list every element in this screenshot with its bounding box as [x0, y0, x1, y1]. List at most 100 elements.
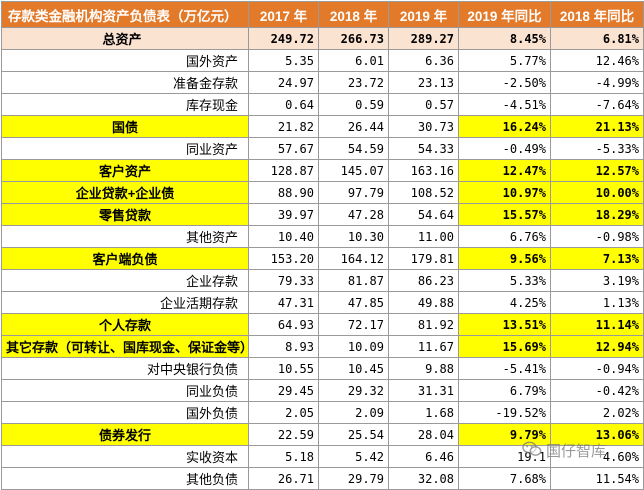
value-2017: 64.93: [248, 313, 319, 336]
value-2018: 10.09: [318, 335, 389, 358]
table-row: 实收资本 5.18 5.42 6.46 19.1 4.60%: [1, 445, 644, 468]
row-name: 其他资产: [1, 225, 249, 248]
value-2017: 8.93: [248, 335, 319, 358]
row-name: 其它存款（可转让、国库现金、保证金等）: [1, 335, 249, 358]
value-2019: 11.67: [388, 335, 459, 358]
row-name: 总资产: [1, 27, 249, 50]
table-row: 同业资产 57.67 54.59 54.33 -0.49% -5.33%: [1, 137, 644, 160]
value-2018: 2.09: [318, 401, 389, 424]
value-2017: 26.71: [248, 467, 319, 490]
value-2017: 29.45: [248, 379, 319, 402]
table-row: 库存现金 0.64 0.59 0.57 -4.51% -7.64%: [1, 93, 644, 116]
table-row: 准备金存款 24.97 23.72 23.13 -2.50% -4.99%: [1, 71, 644, 94]
yoy-2019: 7.68%: [458, 467, 551, 490]
table-row: 企业贷款+企业债 88.90 97.79 108.52 10.97% 10.00…: [1, 181, 644, 204]
value-2018: 164.12: [318, 247, 389, 270]
yoy-2018: 12.94%: [550, 335, 644, 358]
value-2019: 9.88: [388, 357, 459, 380]
value-2019: 23.13: [388, 71, 459, 94]
value-2019: 86.23: [388, 269, 459, 292]
row-name: 对中央银行负债: [1, 357, 249, 380]
row-name: 同业负债: [1, 379, 249, 402]
value-2019: 108.52: [388, 181, 459, 204]
value-2019: 30.73: [388, 115, 459, 138]
value-2018: 10.30: [318, 225, 389, 248]
yoy-2018: -0.98%: [550, 225, 644, 248]
header-2019: 2019 年: [388, 1, 459, 28]
yoy-2019: -5.41%: [458, 357, 551, 380]
yoy-2018: 7.13%: [550, 247, 644, 270]
yoy-2018: 6.81%: [550, 27, 644, 50]
row-name: 国外负债: [1, 401, 249, 424]
table-row: 对中央银行负债 10.55 10.45 9.88 -5.41% -0.94%: [1, 357, 644, 380]
table-row: 其他负债 26.71 29.79 32.08 7.68% 11.54%: [1, 467, 644, 490]
value-2019: 6.46: [388, 445, 459, 468]
value-2018: 23.72: [318, 71, 389, 94]
row-name: 同业资产: [1, 137, 249, 160]
value-2018: 266.73: [318, 27, 389, 50]
table-row: 总资产 249.72 266.73 289.27 8.45% 6.81%: [1, 27, 644, 50]
yoy-2019: 6.79%: [458, 379, 551, 402]
value-2017: 22.59: [248, 423, 319, 446]
header-2018: 2018 年: [318, 1, 389, 28]
row-name: 企业贷款+企业债: [1, 181, 249, 204]
value-2018: 97.79: [318, 181, 389, 204]
table-row: 其它存款（可转让、国库现金、保证金等） 8.93 10.09 11.67 15.…: [1, 335, 644, 358]
value-2019: 31.31: [388, 379, 459, 402]
value-2017: 10.40: [248, 225, 319, 248]
value-2018: 145.07: [318, 159, 389, 182]
value-2019: 6.36: [388, 49, 459, 72]
value-2019: 11.00: [388, 225, 459, 248]
value-2018: 10.45: [318, 357, 389, 380]
yoy-2018: 2.02%: [550, 401, 644, 424]
value-2017: 249.72: [248, 27, 319, 50]
value-2018: 6.01: [318, 49, 389, 72]
yoy-2018: 10.00%: [550, 181, 644, 204]
value-2018: 29.32: [318, 379, 389, 402]
value-2019: 289.27: [388, 27, 459, 50]
yoy-2018: 21.13%: [550, 115, 644, 138]
value-2017: 2.05: [248, 401, 319, 424]
table-row: 企业存款 79.33 81.87 86.23 5.33% 3.19%: [1, 269, 644, 292]
value-2018: 54.59: [318, 137, 389, 160]
header-name: 存款类金融机构资产负债表（万亿元）: [1, 1, 249, 28]
row-name: 国债: [1, 115, 249, 138]
yoy-2018: 13.06%: [550, 423, 644, 446]
header-yoy-2018: 2018 年同比: [550, 1, 644, 28]
yoy-2019: 13.51%: [458, 313, 551, 336]
row-name: 企业存款: [1, 269, 249, 292]
value-2018: 72.17: [318, 313, 389, 336]
value-2019: 81.92: [388, 313, 459, 336]
row-name: 库存现金: [1, 93, 249, 116]
yoy-2018: 18.29%: [550, 203, 644, 226]
value-2017: 88.90: [248, 181, 319, 204]
value-2018: 47.28: [318, 203, 389, 226]
value-2017: 10.55: [248, 357, 319, 380]
table-body: 总资产 249.72 266.73 289.27 8.45% 6.81% 国外资…: [1, 27, 644, 490]
value-2018: 29.79: [318, 467, 389, 490]
yoy-2019: -2.50%: [458, 71, 551, 94]
yoy-2019: 16.24%: [458, 115, 551, 138]
value-2018: 5.42: [318, 445, 389, 468]
row-name: 客户资产: [1, 159, 249, 182]
yoy-2019: 19.1: [458, 445, 551, 468]
value-2019: 32.08: [388, 467, 459, 490]
value-2017: 5.18: [248, 445, 319, 468]
value-2017: 24.97: [248, 71, 319, 94]
yoy-2018: -5.33%: [550, 137, 644, 160]
table-row: 国债 21.82 26.44 30.73 16.24% 21.13%: [1, 115, 644, 138]
table-row: 客户端负债 153.20 164.12 179.81 9.56% 7.13%: [1, 247, 644, 270]
header-row: 存款类金融机构资产负债表（万亿元） 2017 年 2018 年 2019 年 2…: [1, 1, 644, 28]
yoy-2019: 12.47%: [458, 159, 551, 182]
yoy-2018: 11.14%: [550, 313, 644, 336]
row-name: 债券发行: [1, 423, 249, 446]
yoy-2018: -4.99%: [550, 71, 644, 94]
yoy-2019: -19.52%: [458, 401, 551, 424]
value-2018: 47.85: [318, 291, 389, 314]
value-2017: 39.97: [248, 203, 319, 226]
row-name: 企业活期存款: [1, 291, 249, 314]
table-row: 债券发行 22.59 25.54 28.04 9.79% 13.06%: [1, 423, 644, 446]
yoy-2018: 1.13%: [550, 291, 644, 314]
yoy-2019: 8.45%: [458, 27, 551, 50]
row-name: 国外资产: [1, 49, 249, 72]
